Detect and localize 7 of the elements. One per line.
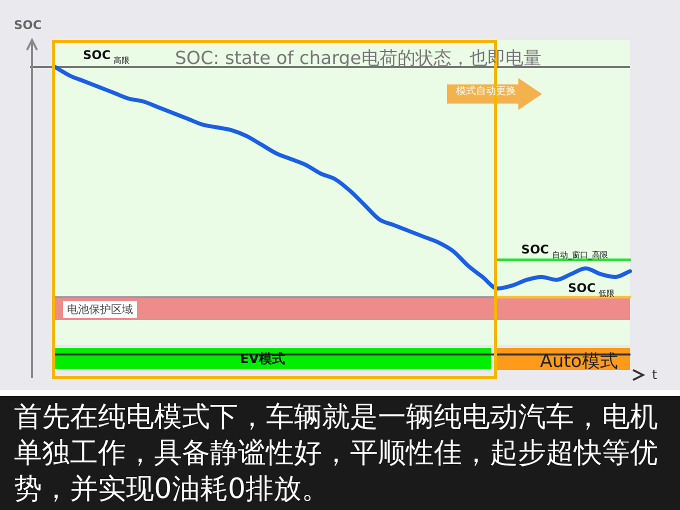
text: 首先在纯电模式下，车辆就是一辆纯电动汽车，电机单独工作，具备静谧性好，平顺性佳，起步超快等优势，并实现0油耗0排放。 [0,396,680,510]
x-axis-title: t [652,368,658,383]
annotation: EV模式 [240,351,285,368]
band-label: 电池保护区域 [63,300,137,318]
annotation: Auto模式 [540,350,618,373]
y-axis-title: SOC [14,18,42,32]
annotation: 模式自动更换 [456,84,516,98]
